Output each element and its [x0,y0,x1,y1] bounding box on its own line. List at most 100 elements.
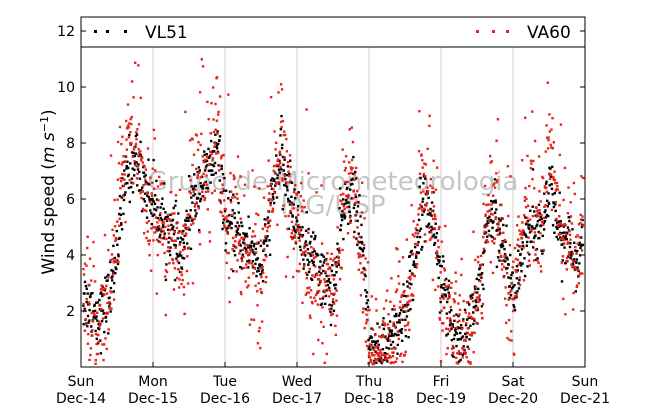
data-point [148,254,151,257]
data-point [307,291,311,294]
data-point [403,324,407,328]
data-point [260,275,263,279]
data-point [433,243,436,246]
data-point [299,195,302,198]
data-point [464,323,468,327]
data-point [405,305,408,308]
data-point [493,182,496,185]
data-point [204,160,207,163]
data-point [280,147,284,150]
data-point [477,296,481,299]
data-point [444,224,447,228]
data-point [570,250,573,254]
data-point [169,213,172,216]
data-point [509,175,512,178]
data-point [169,246,172,249]
data-point [303,245,306,248]
data-point [408,269,412,273]
data-point [127,173,130,176]
data-point [373,333,377,337]
data-point [557,233,560,236]
data-point [564,313,567,316]
data-point [352,235,356,239]
data-point [328,303,331,307]
data-point [580,244,583,247]
data-point [429,207,432,211]
data-point [178,243,181,246]
data-point [422,172,425,176]
data-point [108,296,111,299]
data-point [497,217,501,220]
data-point [436,166,439,169]
data-point [527,259,531,262]
data-point [256,270,259,273]
data-point [535,215,538,218]
data-point [267,159,270,162]
data-point [517,263,520,266]
data-point [203,196,207,200]
data-point [237,226,240,229]
data-point [182,285,186,289]
data-point [337,263,340,266]
data-point [197,207,200,210]
data-point [544,150,547,153]
data-point [273,130,276,133]
data-point [541,234,544,237]
data-point [437,227,440,231]
data-point [291,237,294,241]
data-point [357,252,360,255]
data-point [171,218,175,222]
data-point [322,269,325,273]
data-point [349,183,353,186]
data-point [287,214,290,218]
data-point [518,261,522,265]
data-point [359,215,362,218]
data-point [565,256,569,260]
data-point [162,229,165,233]
data-point [393,304,396,308]
data-point [472,351,475,354]
data-point [560,261,563,264]
data-point [302,264,306,267]
data-point [380,361,383,365]
data-point [362,243,366,247]
data-point [495,172,498,175]
data-point [339,187,342,190]
data-point [524,186,527,190]
data-point [153,202,157,205]
data-point [283,174,287,177]
data-point [133,174,136,177]
data-point [383,358,386,362]
data-point [233,212,236,215]
data-point [527,236,530,239]
data-point [120,163,124,166]
data-point [528,231,532,234]
data-point [326,283,330,287]
data-point [391,308,394,311]
data-point [502,231,505,234]
data-point [404,335,408,338]
data-point [87,301,91,304]
data-point [387,356,390,360]
data-point [223,176,226,180]
data-point [306,287,309,290]
data-point [126,181,129,185]
data-point [305,277,308,280]
data-point [444,327,448,330]
data-point [548,130,551,133]
data-point [241,224,244,228]
data-point [147,183,151,186]
data-point [454,271,457,274]
data-point [119,177,122,180]
data-point [340,267,343,270]
data-point [481,316,484,320]
data-point [446,316,449,320]
data-point [154,169,157,172]
data-point [326,263,330,266]
data-point [294,240,297,244]
data-point [357,268,360,271]
data-point [158,227,161,231]
data-point [549,175,553,178]
data-point [389,343,393,346]
data-point [195,201,198,204]
